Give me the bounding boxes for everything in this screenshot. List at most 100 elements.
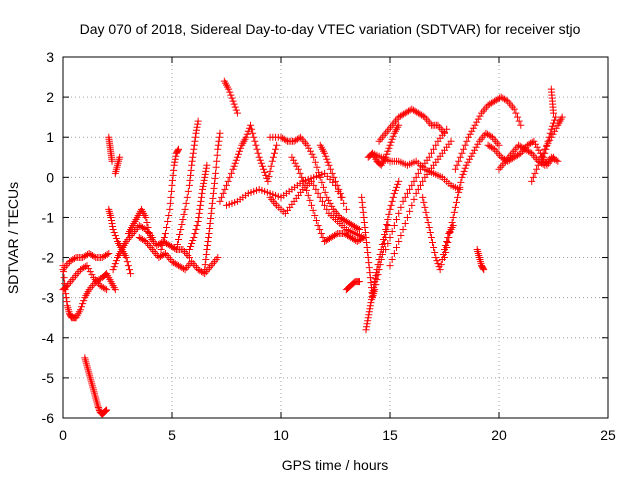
x-axis-label: GPS time / hours (282, 457, 389, 473)
data-point (552, 113, 560, 121)
data-point (188, 161, 196, 169)
series-trace-16 (216, 121, 281, 205)
data-point (458, 173, 466, 181)
data-point (450, 208, 458, 216)
data-point (182, 199, 190, 207)
data-point (445, 234, 453, 241)
data-point (376, 251, 384, 259)
data-point (417, 181, 425, 189)
y-tick-label: -5 (42, 370, 55, 386)
data-point (365, 264, 373, 272)
data-point (426, 228, 434, 236)
data-point (177, 225, 185, 233)
data-point (384, 147, 392, 155)
data-point (542, 142, 550, 150)
data-point (381, 230, 389, 238)
data-point (250, 133, 258, 141)
data-point (110, 228, 118, 236)
data-point (145, 228, 153, 236)
data-point (394, 180, 402, 188)
data-point (421, 203, 429, 211)
data-point (433, 257, 441, 265)
data-point (429, 239, 437, 247)
data-point (194, 117, 202, 125)
data-point (325, 161, 333, 169)
data-point (123, 258, 131, 266)
y-tick-label: 0 (46, 169, 54, 185)
data-point (515, 117, 523, 125)
data-point (124, 262, 132, 270)
data-point (175, 145, 183, 153)
data-point (200, 179, 208, 187)
data-point (369, 290, 377, 298)
data-point (282, 136, 290, 144)
data-point (419, 177, 427, 185)
data-point (315, 168, 323, 176)
data-point (211, 179, 219, 187)
data-point (432, 141, 440, 149)
data-point (171, 245, 179, 253)
data-point (187, 243, 195, 251)
series-trace-2 (59, 250, 113, 274)
data-point (367, 299, 375, 307)
data-point (447, 223, 455, 231)
data-point (249, 129, 257, 137)
y-tick-labels: -6 -5 -4 -3 -2 -1 0 1 2 3 (42, 49, 55, 426)
data-point (354, 224, 362, 232)
data-point (387, 201, 395, 209)
series-trace-22 (342, 278, 363, 294)
data-point (221, 185, 229, 193)
data-point (510, 105, 518, 113)
data-point (180, 210, 188, 218)
data-point (270, 149, 278, 157)
data-point (233, 109, 241, 117)
x-tick-label: 0 (59, 427, 67, 443)
data-point (321, 188, 329, 196)
data-point (358, 193, 366, 201)
data-point (412, 173, 420, 181)
data-point (340, 199, 348, 207)
data-point (458, 149, 466, 157)
data-point (457, 178, 465, 186)
data-point (236, 147, 244, 155)
data-point (365, 311, 373, 319)
data-point (197, 193, 205, 201)
data-point (86, 268, 94, 276)
data-point (107, 213, 115, 221)
data-point (363, 239, 371, 247)
data-point (192, 225, 200, 233)
data-point (546, 129, 554, 137)
data-point (116, 153, 124, 161)
data-point (558, 113, 566, 121)
data-point (324, 196, 332, 204)
y-tick-label: -2 (42, 250, 55, 266)
data-point (447, 137, 455, 145)
data-point (262, 171, 270, 179)
data-point (539, 160, 547, 168)
data-point (410, 195, 418, 203)
data-point (364, 314, 372, 322)
data-point (196, 201, 204, 209)
data-point (453, 161, 461, 169)
data-point (193, 123, 201, 131)
data-point (168, 181, 176, 189)
data-point (364, 317, 372, 325)
data-point (316, 225, 324, 233)
data-points (59, 77, 566, 418)
data-point (188, 240, 196, 248)
data-point (388, 135, 396, 143)
data-point (393, 183, 401, 191)
data-point (108, 219, 116, 227)
data-point (533, 143, 541, 151)
x-tick-label: 5 (168, 427, 176, 443)
data-point (422, 208, 430, 216)
series-trace-1 (59, 262, 119, 322)
data-point (109, 225, 117, 233)
data-point (227, 169, 235, 177)
data-point (111, 231, 119, 239)
data-point (101, 285, 109, 293)
data-point (427, 234, 435, 241)
data-point (214, 145, 222, 153)
data-point (449, 213, 457, 221)
data-point (425, 153, 433, 161)
